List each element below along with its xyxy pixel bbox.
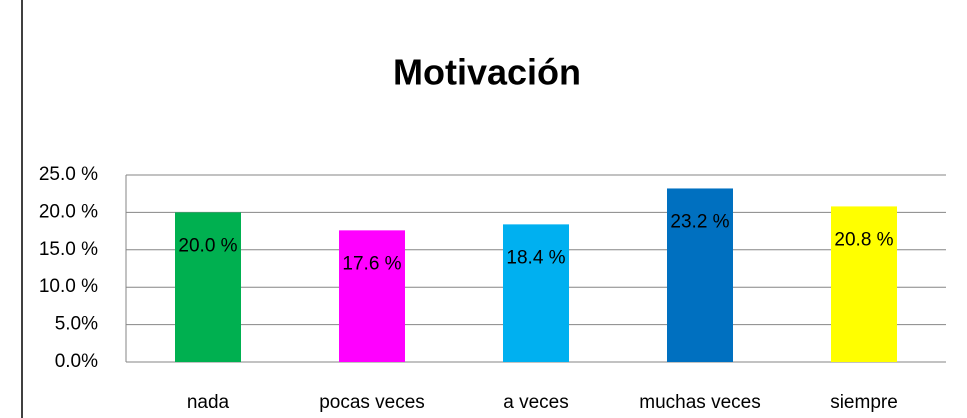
chart-title: Motivación xyxy=(393,52,581,93)
value-label: 17.6 % xyxy=(342,253,401,274)
value-label: 20.8 % xyxy=(834,229,893,250)
y-tick-label: 15.0 % xyxy=(39,239,98,260)
y-tick-label: 0.0% xyxy=(55,351,98,372)
y-tick-label: 10.0 % xyxy=(39,276,98,297)
x-tick-label: pocas veces xyxy=(319,392,425,413)
x-tick-label: a veces xyxy=(503,392,568,413)
value-label: 20.0 % xyxy=(178,235,237,256)
value-label: 18.4 % xyxy=(506,247,565,268)
bar xyxy=(667,188,733,362)
x-tick-label: nada xyxy=(187,392,230,413)
y-tick-label: 5.0% xyxy=(55,314,98,335)
y-tick-label: 20.0 % xyxy=(39,201,98,222)
value-label: 23.2 % xyxy=(670,211,729,232)
bar xyxy=(831,206,897,362)
x-tick-label: muchas veces xyxy=(639,392,760,413)
y-tick-label: 25.0 % xyxy=(39,164,98,185)
bar xyxy=(175,212,241,362)
bar xyxy=(503,224,569,362)
bar xyxy=(339,230,405,362)
x-tick-label: siempre xyxy=(830,392,898,413)
